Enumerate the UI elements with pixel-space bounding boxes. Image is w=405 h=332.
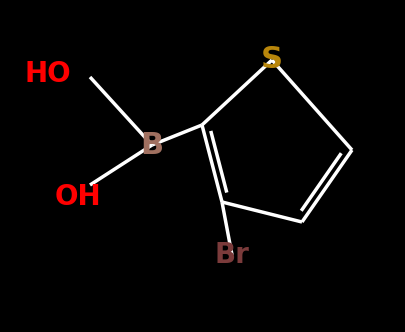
Text: Br: Br xyxy=(214,241,249,269)
Text: S: S xyxy=(260,45,282,74)
Text: B: B xyxy=(140,130,163,159)
Text: OH: OH xyxy=(55,183,101,211)
Text: HO: HO xyxy=(25,60,71,88)
